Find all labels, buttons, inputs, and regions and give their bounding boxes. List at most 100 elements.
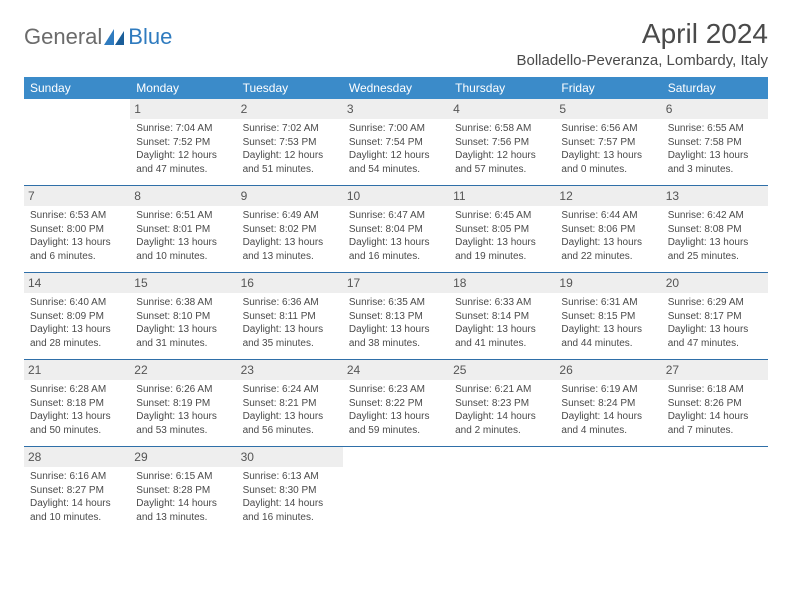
sunset-text: Sunset: 7:53 PM [243, 136, 337, 150]
day-cell [662, 447, 768, 533]
day-header-row: Sunday Monday Tuesday Wednesday Thursday… [24, 77, 768, 99]
col-monday: Monday [130, 77, 236, 99]
sunrise-text: Sunrise: 6:38 AM [136, 296, 230, 310]
day-number: 29 [130, 447, 236, 467]
daylight-text: Daylight: 13 hours and 53 minutes. [136, 410, 230, 437]
daylight-text: Daylight: 13 hours and 59 minutes. [349, 410, 443, 437]
sunset-text: Sunset: 8:23 PM [455, 397, 549, 411]
sunset-text: Sunset: 8:13 PM [349, 310, 443, 324]
day-number: 14 [24, 273, 130, 293]
day-number: 12 [555, 186, 661, 206]
col-sunday: Sunday [24, 77, 130, 99]
sunrise-text: Sunrise: 6:19 AM [561, 383, 655, 397]
daylight-text: Daylight: 14 hours and 13 minutes. [136, 497, 230, 524]
day-number: 10 [343, 186, 449, 206]
sunrise-text: Sunrise: 6:29 AM [668, 296, 762, 310]
sunset-text: Sunset: 8:22 PM [349, 397, 443, 411]
day-cell [449, 447, 555, 533]
day-number: 11 [449, 186, 555, 206]
day-cell: 12Sunrise: 6:44 AMSunset: 8:06 PMDayligh… [555, 186, 661, 272]
day-number: 7 [24, 186, 130, 206]
daylight-text: Daylight: 13 hours and 28 minutes. [30, 323, 124, 350]
col-thursday: Thursday [449, 77, 555, 99]
day-number: 25 [449, 360, 555, 380]
day-cell: 8Sunrise: 6:51 AMSunset: 8:01 PMDaylight… [130, 186, 236, 272]
day-cell: 13Sunrise: 6:42 AMSunset: 8:08 PMDayligh… [662, 186, 768, 272]
logo-text-general: General [24, 24, 102, 50]
day-number: 1 [130, 99, 236, 119]
sunset-text: Sunset: 8:26 PM [668, 397, 762, 411]
day-number: 5 [555, 99, 661, 119]
day-cell: 10 Sunrise: 6:47 AMSunset: 8:04 PMDayligh… [343, 186, 449, 272]
day-number: 8 [130, 186, 236, 206]
day-cell [555, 447, 661, 533]
daylight-text: Daylight: 13 hours and 38 minutes. [349, 323, 443, 350]
sunrise-text: Sunrise: 6:23 AM [349, 383, 443, 397]
sunrise-text: Sunrise: 6:35 AM [349, 296, 443, 310]
header: General Blue April 2024 Bolladello-Pever… [24, 18, 768, 69]
daylight-text: Daylight: 12 hours and 57 minutes. [455, 149, 549, 176]
daylight-text: Daylight: 13 hours and 19 minutes. [455, 236, 549, 263]
day-cell [24, 99, 130, 185]
sunset-text: Sunset: 7:52 PM [136, 136, 230, 150]
day-cell: 19Sunrise: 6:31 AMSunset: 8:15 PMDayligh… [555, 273, 661, 359]
sunset-text: Sunset: 8:09 PM [30, 310, 124, 324]
sunrise-text: Sunrise: 6:26 AM [136, 383, 230, 397]
day-cell: 24Sunrise: 6:23 AMSunset: 8:22 PMDayligh… [343, 360, 449, 446]
day-cell: 17Sunrise: 6:35 AMSunset: 8:13 PMDayligh… [343, 273, 449, 359]
logo-text-blue: Blue [128, 24, 172, 50]
sunset-text: Sunset: 7:58 PM [668, 136, 762, 150]
sunrise-text: Sunrise: 6:24 AM [243, 383, 337, 397]
sunset-text: Sunset: 8:04 PM [349, 223, 443, 237]
sunset-text: Sunset: 7:57 PM [561, 136, 655, 150]
sunrise-text: Sunrise: 6:28 AM [30, 383, 124, 397]
sunset-text: Sunset: 8:15 PM [561, 310, 655, 324]
sunset-text: Sunset: 7:56 PM [455, 136, 549, 150]
sunrise-text: Sunrise: 6:31 AM [561, 296, 655, 310]
daylight-text: Daylight: 13 hours and 13 minutes. [243, 236, 337, 263]
logo: General Blue [24, 24, 172, 50]
sunrise-text: Sunrise: 6:13 AM [243, 470, 337, 484]
week-row: 7Sunrise: 6:53 AMSunset: 8:00 PMDaylight… [24, 186, 768, 272]
day-cell: 14Sunrise: 6:40 AMSunset: 8:09 PMDayligh… [24, 273, 130, 359]
sunrise-text: Sunrise: 6:33 AM [455, 296, 549, 310]
sunrise-text: Sunrise: 6:51 AM [136, 209, 230, 223]
day-cell: 30Sunrise: 6:13 AMSunset: 8:30 PMDayligh… [237, 447, 343, 533]
sunset-text: Sunset: 7:54 PM [349, 136, 443, 150]
sunrise-text: Sunrise: 6:44 AM [561, 209, 655, 223]
sunset-text: Sunset: 8:30 PM [243, 484, 337, 498]
sunrise-text: Sunrise: 6:36 AM [243, 296, 337, 310]
daylight-text: Daylight: 13 hours and 0 minutes. [561, 149, 655, 176]
daylight-text: Daylight: 13 hours and 10 minutes. [136, 236, 230, 263]
day-cell: 11Sunrise: 6:45 AMSunset: 8:05 PMDayligh… [449, 186, 555, 272]
daylight-text: Daylight: 14 hours and 4 minutes. [561, 410, 655, 437]
week-row: 28Sunrise: 6:16 AMSunset: 8:27 PMDayligh… [24, 447, 768, 533]
daylight-text: Daylight: 13 hours and 47 minutes. [668, 323, 762, 350]
daylight-text: Daylight: 13 hours and 6 minutes. [30, 236, 124, 263]
sunrise-text: Sunrise: 7:00 AM [349, 122, 443, 136]
sunrise-text: Sunrise: 6:58 AM [455, 122, 549, 136]
sunrise-text: Sunrise: 6:55 AM [668, 122, 762, 136]
day-cell: 5Sunrise: 6:56 AMSunset: 7:57 PMDaylight… [555, 99, 661, 185]
daylight-text: Daylight: 14 hours and 10 minutes. [30, 497, 124, 524]
col-saturday: Saturday [662, 77, 768, 99]
calendar-body: 1 Sunrise: 7:04 AMSunset: 7:52 PM Daylight… [24, 99, 768, 533]
sunrise-text: Sunrise: 7:04 AM [136, 122, 230, 136]
day-number: 26 [555, 360, 661, 380]
daylight-text: Daylight: 13 hours and 44 minutes. [561, 323, 655, 350]
day-cell: 7Sunrise: 6:53 AMSunset: 8:00 PMDaylight… [24, 186, 130, 272]
day-number: 28 [24, 447, 130, 467]
sunrise-text: Sunrise: 6:15 AM [136, 470, 230, 484]
daylight-text: Daylight: 13 hours and 41 minutes. [455, 323, 549, 350]
daylight-text: Daylight: 14 hours and 16 minutes. [243, 497, 337, 524]
daylight-text: Daylight: 13 hours and 50 minutes. [30, 410, 124, 437]
sunset-text: Sunset: 8:14 PM [455, 310, 549, 324]
day-number: 18 [449, 273, 555, 293]
sunrise-text: Sunrise: 6:42 AM [668, 209, 762, 223]
sunrise-text: Sunrise: 6:47 AM [349, 209, 443, 223]
sunrise-text: Sunrise: 6:53 AM [30, 209, 124, 223]
sunrise-text: Sunrise: 6:18 AM [668, 383, 762, 397]
daylight-text: Daylight: 13 hours and 56 minutes. [243, 410, 337, 437]
day-cell: 28Sunrise: 6:16 AMSunset: 8:27 PMDayligh… [24, 447, 130, 533]
daylight-text: Daylight: 13 hours and 16 minutes. [349, 236, 443, 263]
